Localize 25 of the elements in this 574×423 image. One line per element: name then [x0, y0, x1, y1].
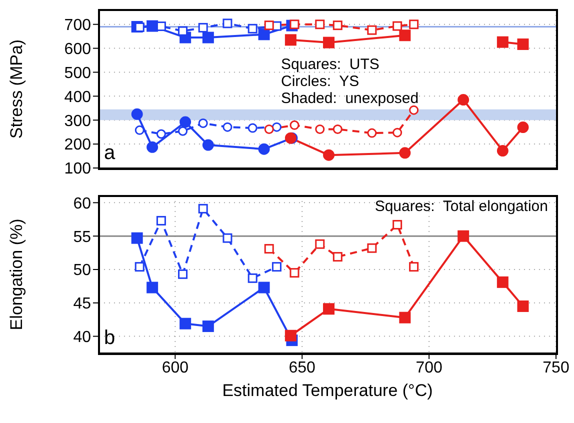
x-tick-label: 750: [542, 359, 570, 376]
x-tick-label: 600: [162, 359, 189, 376]
x-tick-label: 650: [288, 359, 316, 376]
y-tick-label: 55: [73, 228, 92, 246]
annotation: Squares: UTS: [281, 56, 380, 73]
annotation: Circles: YS: [281, 73, 360, 90]
y-tick-label: 500: [64, 64, 92, 82]
x-axis-title: Estimated Temperature (°C): [221, 381, 434, 401]
y-axis-title: Stress (MPa): [7, 39, 26, 139]
y-tick-label: 600: [64, 40, 92, 58]
y-tick-label: 50: [73, 262, 92, 280]
y-tick-label: 45: [73, 296, 92, 313]
annotation: a: [104, 142, 116, 164]
y-tick-label: 60: [73, 195, 92, 212]
y-tick-label: 300: [64, 112, 92, 130]
y-tick-label: 100: [64, 160, 92, 178]
y-tick-label: 400: [64, 88, 92, 106]
y-tick-label: 40: [73, 328, 92, 346]
annotation: b: [104, 327, 116, 349]
x-tick-label: 700: [416, 359, 442, 376]
y-axis-title: Elongation (%): [7, 218, 26, 330]
annotation: Squares: Total elongation: [374, 198, 548, 215]
y-tick-label: 200: [64, 136, 92, 154]
y-tick-label: 700: [64, 17, 92, 34]
annotation: Shaded: unexposed: [281, 90, 419, 107]
